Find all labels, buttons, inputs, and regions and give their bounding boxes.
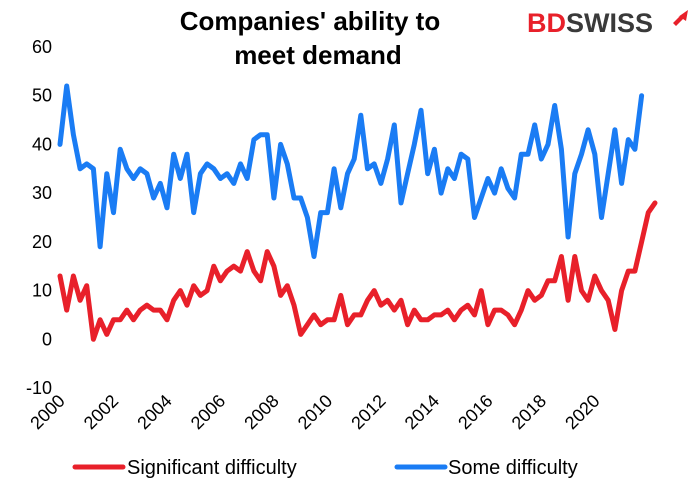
brand-logo-part-1: BD — [527, 8, 566, 38]
series-line-some-difficulty — [57, 83, 645, 259]
brand-logo-part-2: SWISS — [566, 8, 653, 38]
legend: Significant difficulty Some difficulty — [72, 457, 578, 479]
series-lines — [57, 83, 658, 342]
svg-text:BDSWISS: BDSWISS — [527, 8, 653, 38]
chart-title-line-2: meet demand — [234, 40, 402, 70]
y-tick-label: 0 — [42, 329, 52, 349]
y-tick-label: 50 — [32, 86, 52, 106]
y-tick-label: 20 — [32, 232, 52, 252]
y-tick-label: 40 — [32, 134, 52, 154]
legend-label: Significant difficulty — [127, 457, 297, 479]
y-tick-label: -10 — [26, 378, 52, 398]
y-tick-label: 30 — [32, 183, 52, 203]
series-line-significant-difficulty — [57, 200, 658, 342]
y-tick-label: 60 — [32, 37, 52, 57]
y-tick-label: 10 — [32, 281, 52, 301]
brand-logo: BDSWISS — [527, 8, 688, 38]
chart-title-line-1: Companies' ability to — [180, 6, 440, 36]
legend-label: Some difficulty — [448, 457, 578, 479]
brand-arrow-icon — [673, 10, 688, 26]
